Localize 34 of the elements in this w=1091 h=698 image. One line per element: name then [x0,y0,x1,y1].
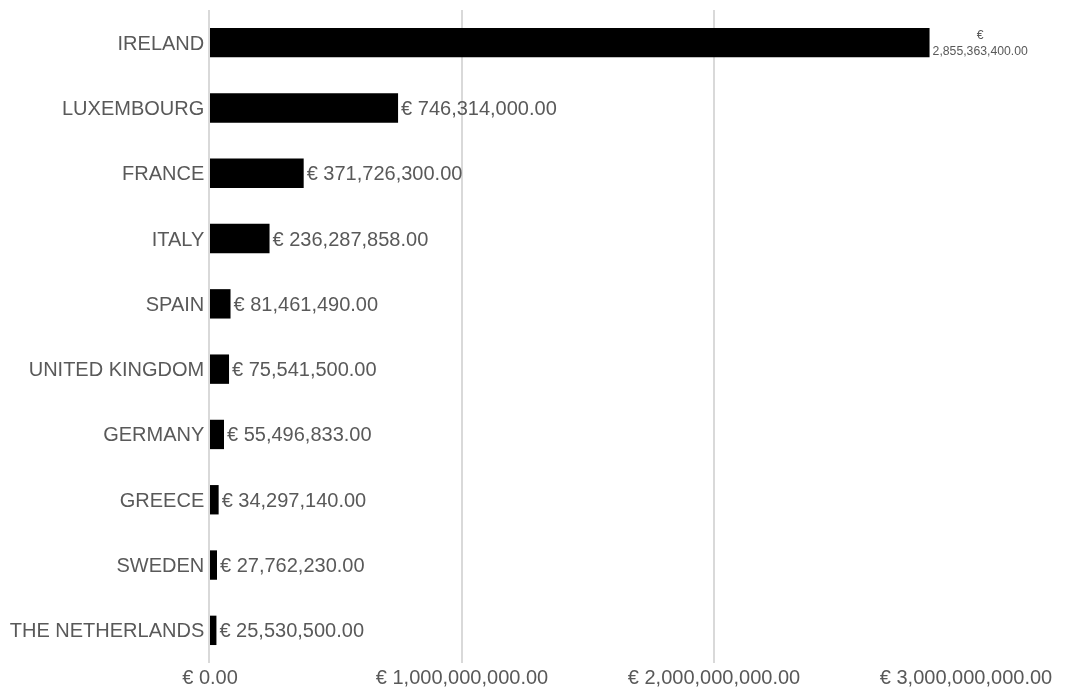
y-tick-label: GREECE [119,488,205,511]
bar [210,289,231,319]
y-tick-label: IRELAND [117,31,205,54]
x-tick-label: € 3,000,000,000.00 [879,666,1053,688]
data-label: € 2,855,363,400.00 [932,27,1029,58]
x-tick-label: € 0.00 [182,666,238,688]
data-label: € 236,287,858.00 [272,227,429,250]
y-tick-label: ITALY [151,227,205,250]
data-label: € 371,726,300.00 [306,162,463,185]
data-label: € 746,314,000.00 [401,96,557,119]
y-tick-label: LUXEMBOURG [62,96,205,119]
data-label: € 81,461,490.00 [233,292,379,315]
x-tick-label: € 2,000,000,000.00 [627,666,801,688]
bar [210,27,930,58]
bar [210,93,399,123]
bar [210,419,224,450]
bar [210,354,230,384]
bar [210,550,217,580]
bar [210,158,304,188]
y-tick-label: THE NETHERLANDS [9,619,205,642]
data-label: € 34,297,140.00 [221,488,367,511]
bar [210,615,217,646]
data-label: € 75,541,500.00 [232,358,377,381]
data-label: € 55,496,833.00 [226,423,372,446]
y-tick-label: SPAIN [145,292,205,315]
data-label: € 25,530,500.00 [219,619,365,642]
data-label: € 27,762,230.00 [220,554,365,577]
y-tick-label: UNITED KINGDOM [28,358,205,381]
y-tick-label: SWEDEN [116,554,205,577]
bar [210,223,270,254]
y-tick-label: FRANCE [122,162,205,185]
bar [210,485,219,515]
y-tick-label: GERMANY [103,423,205,446]
x-tick-label: € 1,000,000,000.00 [375,666,549,688]
